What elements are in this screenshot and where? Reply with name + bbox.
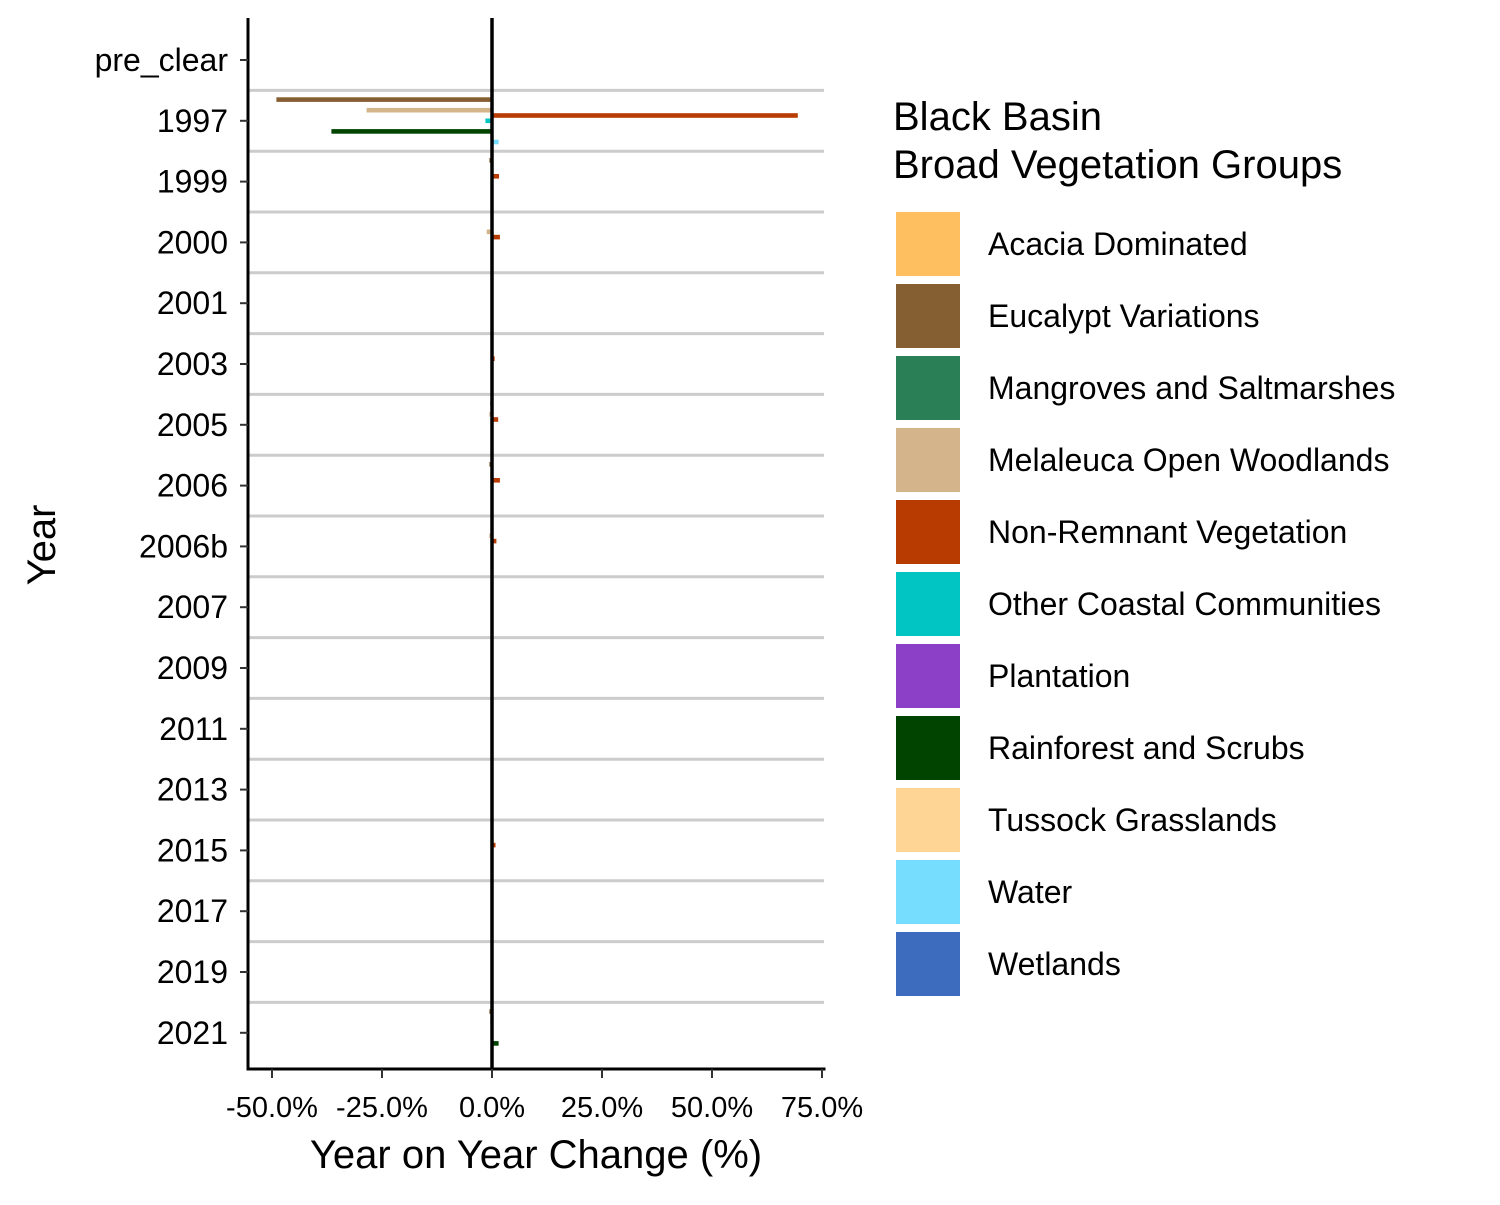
x-axis-title: Year on Year Change (%) bbox=[310, 1133, 762, 1177]
legend-key-rainforest-and-scrubs bbox=[894, 714, 962, 782]
legend-key-melaleuca-open-woodlands bbox=[894, 426, 962, 494]
bar-non-remnant-vegetation-2015 bbox=[492, 842, 496, 848]
y-tick-label: 2013 bbox=[157, 772, 228, 808]
legend-label-other-coastal-communities: Other Coastal Communities bbox=[988, 586, 1381, 622]
x-tick-label: 50.0% bbox=[671, 1092, 753, 1124]
legend-label-mangroves-and-saltmarshes: Mangroves and Saltmarshes bbox=[988, 370, 1395, 406]
x-tick-label: 75.0% bbox=[781, 1092, 863, 1124]
legend-key-plantation bbox=[894, 642, 962, 710]
y-tick-label: pre_clear bbox=[95, 42, 229, 78]
legend-label-water: Water bbox=[988, 874, 1073, 910]
legend-title-line-1: Black Basin bbox=[893, 95, 1102, 139]
bar-non-remnant-vegetation-2000 bbox=[492, 234, 500, 240]
axes bbox=[240, 18, 826, 1078]
x-tick-label: -25.0% bbox=[336, 1092, 428, 1124]
y-tick-labels: pre_clear 1997 1999 2000 2001 2003 2005 2006 200… bbox=[95, 42, 229, 1051]
bar-melaleuca-open-woodlands-1997 bbox=[366, 107, 492, 113]
legend: Black Basin Broad Vegetation Groups Acac… bbox=[893, 95, 1395, 998]
y-tick-label: 2017 bbox=[157, 893, 228, 929]
legend-key-acacia-dominated bbox=[894, 210, 962, 278]
bar-non-remnant-vegetation-1997 bbox=[492, 113, 798, 118]
legend-title-line-2: Broad Vegetation Groups bbox=[893, 143, 1342, 187]
legend-label-non-remnant-vegetation: Non-Remnant Vegetation bbox=[988, 514, 1347, 550]
y-tick-label: 2006b bbox=[139, 528, 228, 564]
legend-key-other-coastal-communities bbox=[894, 570, 962, 638]
y-tick-label: 2003 bbox=[157, 346, 228, 382]
bar-melaleuca-open-woodlands-2000 bbox=[486, 229, 492, 235]
bars bbox=[276, 97, 798, 1046]
bar-non-remnant-vegetation-2006b bbox=[492, 538, 497, 544]
bar-other-coastal-communities-1997 bbox=[485, 118, 492, 124]
y-tick-label: 2019 bbox=[157, 954, 228, 990]
legend-label-rainforest-and-scrubs: Rainforest and Scrubs bbox=[988, 730, 1305, 766]
legend-label-acacia-dominated: Acacia Dominated bbox=[988, 226, 1248, 262]
y-tick-label: 2007 bbox=[157, 589, 228, 625]
y-axis-title: Year bbox=[20, 505, 64, 586]
legend-label-tussock-grasslands: Tussock Grasslands bbox=[988, 802, 1277, 838]
y-tick-label: 2009 bbox=[157, 650, 228, 686]
legend-label-wetlands: Wetlands bbox=[988, 946, 1121, 982]
legend-key-wetlands bbox=[894, 930, 962, 998]
x-tick-labels: -50.0% -25.0% 0.0% 25.0% 50.0% 75.0% bbox=[226, 1092, 863, 1124]
y-tick-label: 2001 bbox=[157, 285, 228, 321]
x-tick-label: 25.0% bbox=[561, 1092, 643, 1124]
bar-non-remnant-vegetation-1999 bbox=[492, 174, 500, 179]
y-tick-label: 2006 bbox=[157, 468, 228, 504]
bar-non-remnant-vegetation-2005 bbox=[492, 417, 499, 422]
y-tick-label: 2015 bbox=[157, 832, 228, 868]
y-tick-label: 1999 bbox=[157, 164, 228, 200]
legend-key-tussock-grasslands bbox=[894, 786, 962, 854]
legend-label-melaleuca-open-woodlands: Melaleuca Open Woodlands bbox=[988, 442, 1389, 478]
y-tick-label: 2021 bbox=[157, 1015, 228, 1051]
bar-rainforest-and-scrubs-1997 bbox=[331, 129, 492, 134]
bar-rainforest-and-scrubs-2021 bbox=[492, 1041, 499, 1046]
y-tick-label: 2000 bbox=[157, 224, 228, 260]
legend-label-eucalypt-variations: Eucalypt Variations bbox=[988, 298, 1260, 334]
legend-key-non-remnant-vegetation bbox=[894, 498, 962, 566]
x-tick-label: 0.0% bbox=[459, 1092, 525, 1124]
legend-label-plantation: Plantation bbox=[988, 658, 1130, 694]
y-tick-label: 1997 bbox=[157, 103, 228, 139]
y-tick-label: 2011 bbox=[159, 711, 228, 747]
legend-key-eucalypt-variations bbox=[894, 282, 962, 350]
grid-lines bbox=[248, 88, 824, 1004]
bar-non-remnant-vegetation-2006 bbox=[492, 478, 500, 483]
legend-key-water bbox=[894, 858, 962, 926]
x-tick-label: -50.0% bbox=[226, 1092, 318, 1124]
y-tick-label: 2005 bbox=[157, 407, 228, 443]
bar-eucalypt-variations-1997 bbox=[276, 97, 492, 102]
legend-key-mangroves-and-saltmarshes bbox=[894, 354, 962, 422]
bar-water-1997 bbox=[492, 139, 499, 145]
